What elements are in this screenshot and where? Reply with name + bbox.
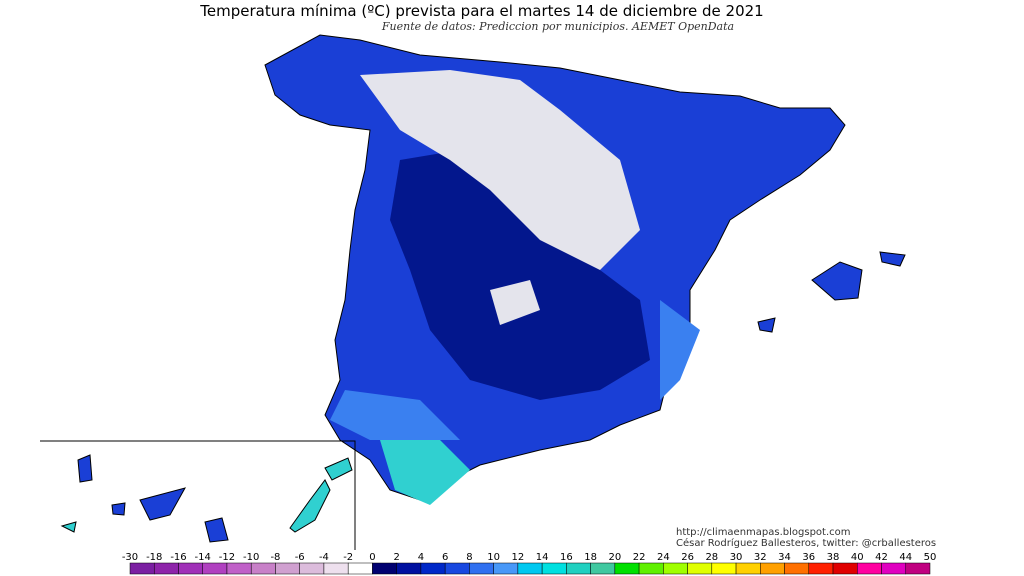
legend-label: 50 — [924, 552, 937, 563]
legend-label: -4 — [319, 552, 329, 563]
legend-swatch — [250, 562, 276, 575]
legend-label: -12 — [219, 552, 235, 563]
legend-swatch — [396, 562, 422, 575]
legend-label: 40 — [851, 552, 864, 563]
legend: -30 -18 -16 -14 -12 -10 -8 -6 -4 -2 0 2 4 6 8 10 12 14 16 1… — [122, 552, 937, 575]
legend-swatch — [444, 562, 470, 575]
legend-swatch — [638, 562, 664, 575]
legend-swatch — [178, 562, 203, 575]
legend-swatch — [347, 562, 373, 575]
legend-label: -14 — [195, 552, 211, 563]
subtitle: Fuente de datos: Prediccion por municipi… — [381, 20, 734, 33]
legend-label: 8 — [466, 552, 472, 563]
legend-swatch — [760, 562, 785, 575]
legend-label: 18 — [584, 552, 597, 563]
balearic-islands — [757, 251, 906, 333]
legend-label: 26 — [681, 552, 694, 563]
legend-swatch — [299, 562, 325, 575]
legend-label: 32 — [754, 552, 767, 563]
legend-swatch — [202, 562, 228, 575]
legend-label: 38 — [827, 552, 840, 563]
canary-inset — [40, 440, 356, 550]
legend-swatch — [469, 562, 494, 575]
legend-swatch — [784, 562, 810, 575]
legend-swatch — [590, 562, 616, 575]
legend-swatch — [663, 562, 688, 575]
legend-swatch — [493, 562, 519, 575]
legend-swatch — [226, 562, 252, 575]
legend-label: 20 — [608, 552, 621, 563]
legend-label: -16 — [170, 552, 186, 563]
legend-swatch — [857, 562, 882, 575]
legend-label: -6 — [295, 552, 305, 563]
credit-url: http://climaenmapas.blogspot.com — [676, 527, 851, 538]
legend-label: -8 — [270, 552, 280, 563]
legend-label: 10 — [487, 552, 500, 563]
legend-label: 24 — [657, 552, 670, 563]
legend-label: -30 — [122, 552, 138, 563]
legend-label: 16 — [560, 552, 573, 563]
legend-swatch — [153, 562, 179, 575]
legend-swatch — [566, 562, 591, 575]
legend-label: 36 — [802, 552, 815, 563]
legend-label: 28 — [705, 552, 718, 563]
legend-label: -2 — [343, 552, 353, 563]
legend-label: 42 — [875, 552, 888, 563]
legend-swatch — [614, 562, 640, 575]
legend-swatch — [420, 562, 446, 575]
legend-label: 14 — [536, 552, 549, 563]
legend-swatch — [275, 562, 300, 575]
legend-swatch — [808, 562, 834, 575]
legend-swatch — [541, 562, 567, 575]
legend-label: 34 — [778, 552, 791, 563]
legend-swatch — [517, 562, 543, 575]
legend-label: 30 — [730, 552, 743, 563]
legend-label: 22 — [633, 552, 646, 563]
legend-swatch — [735, 562, 761, 575]
legend-swatch — [687, 562, 713, 575]
legend-label: 0 — [369, 552, 375, 563]
legend-label: 4 — [418, 552, 424, 563]
legend-swatch — [711, 562, 737, 575]
title: Temperatura mínima (ºC) prevista para el… — [199, 2, 763, 20]
legend-label: -18 — [146, 552, 162, 563]
legend-swatch — [129, 562, 155, 575]
legend-swatch — [323, 562, 349, 575]
legend-swatch — [832, 562, 858, 575]
legend-label: -10 — [243, 552, 259, 563]
legend-label: 12 — [512, 552, 525, 563]
credit-author: César Rodríguez Ballesteros, twitter: @c… — [676, 537, 936, 549]
legend-swatch — [372, 562, 397, 575]
legend-label: 44 — [899, 552, 912, 563]
legend-label: 6 — [442, 552, 448, 563]
legend-label: 2 — [393, 552, 399, 563]
legend-swatch — [905, 562, 931, 575]
legend-swatch — [881, 562, 907, 575]
peninsula — [264, 34, 846, 505]
